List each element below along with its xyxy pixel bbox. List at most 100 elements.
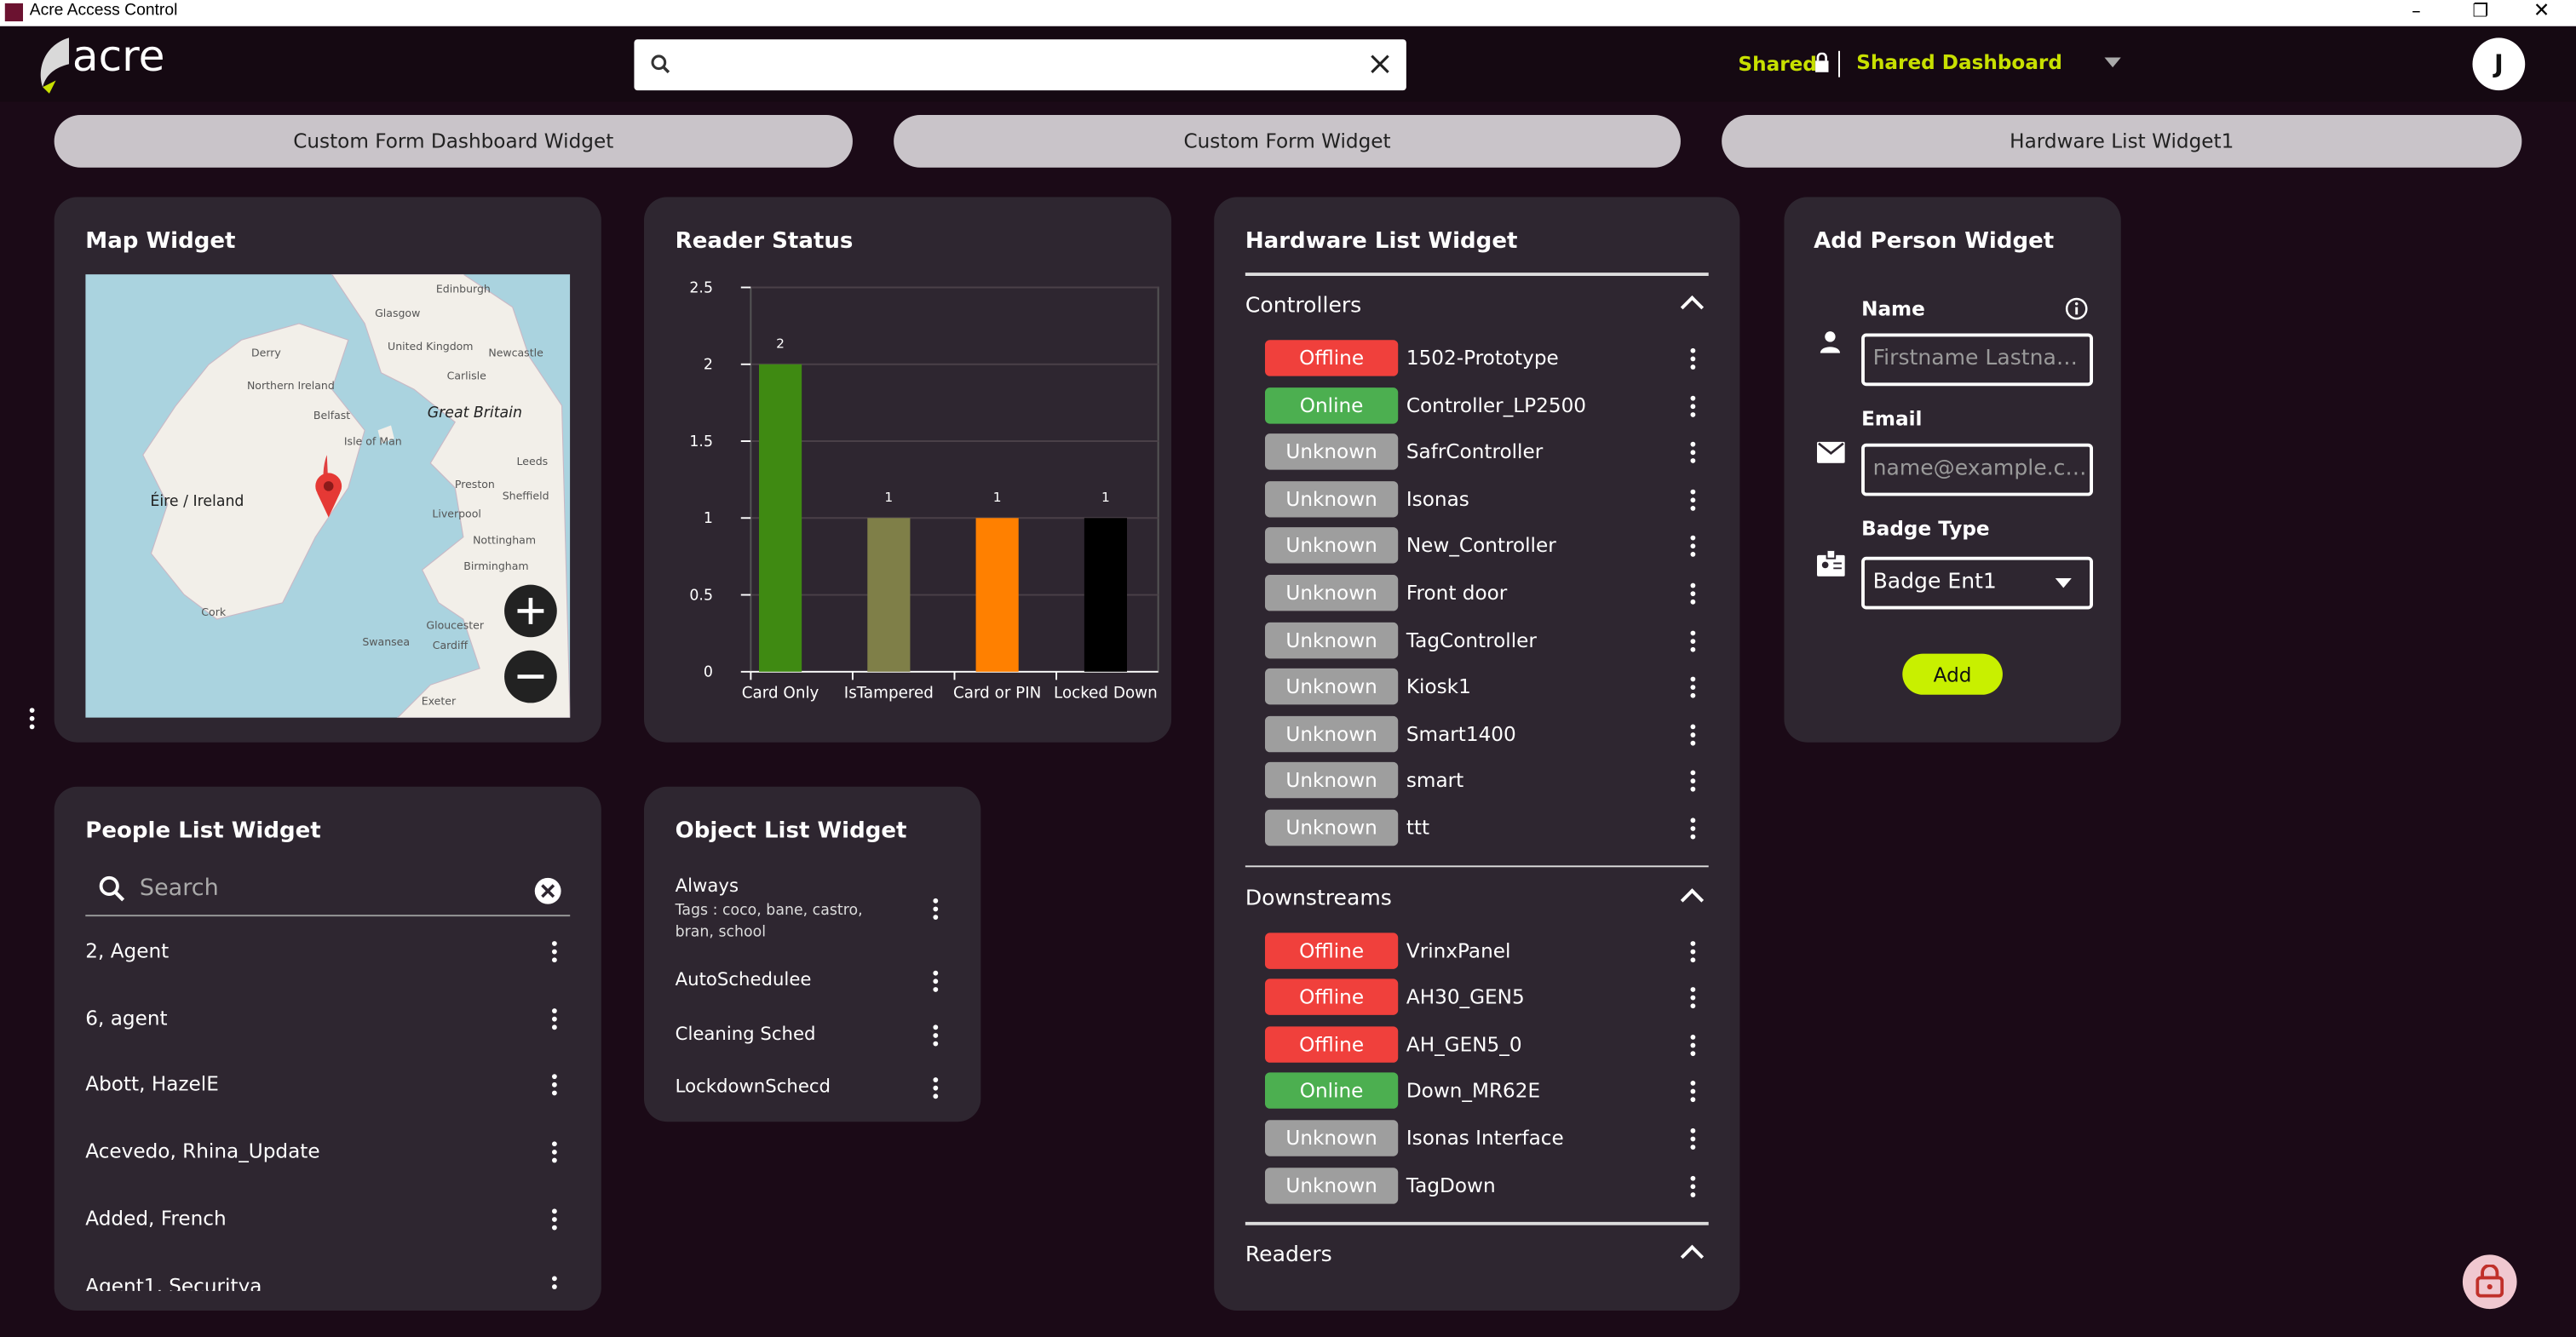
hardware-name[interactable]: Front door [1406,581,1508,605]
email-input[interactable]: name@example.com [1861,443,2093,496]
widget-title: Object List Widget [675,818,907,845]
select-caret [2055,577,2072,588]
hardware-name[interactable]: Smart1400 [1406,722,1516,746]
more-menu[interactable] [1690,940,1697,965]
object-list-widget [643,786,981,1122]
status-badge: Unknown [1264,622,1399,658]
info-icon[interactable] [2065,297,2088,320]
map-label: Edinburgh [436,282,491,295]
more-menu[interactable] [1690,1034,1697,1059]
hardware-name[interactable]: AH_GEN5_0 [1406,1032,1522,1056]
person-name[interactable]: Abott, HazelE [85,1073,219,1097]
badge-select[interactable]: Badge Ent1 [1861,556,2093,610]
map[interactable]: Edinburgh Glasgow United Kingdom Derry North… [85,274,571,718]
dashboard-select[interactable]: Shared Dashboard [1856,50,2062,74]
name-input[interactable]: Firstname Lastname [1861,333,2093,387]
hardware-name[interactable]: New_Controller [1406,534,1556,558]
more-menu[interactable] [933,970,940,996]
status-badge: Unknown [1264,527,1399,565]
more-menu[interactable] [933,898,940,923]
close[interactable]: ✕ [2533,0,2550,22]
hardware-name[interactable]: Isonas Interface [1406,1126,1564,1150]
more-menu[interactable] [551,1007,559,1033]
tab[interactable]: Custom Form Widget [894,114,1681,168]
person-name[interactable]: 2, Agent [85,939,170,963]
bar [975,518,1019,672]
status-badge: Offline [1264,932,1399,969]
more-menu[interactable] [551,1075,559,1099]
person-name[interactable]: Agent1, Securitya [85,1273,262,1291]
person-icon [1820,331,1840,353]
more-menu[interactable] [1690,676,1697,702]
more-menu[interactable] [1690,536,1697,560]
more-menu[interactable] [1690,1175,1697,1200]
object-name[interactable]: Always [675,875,739,897]
more-menu[interactable] [1690,1128,1697,1153]
add-button[interactable]: Add [1902,653,2003,695]
more-menu[interactable] [551,1208,559,1233]
person-name[interactable]: 6, agent [85,1006,168,1030]
tab[interactable]: Hardware List Widget1 [1722,114,2522,168]
hardware-name[interactable]: AH30_GEN5 [1406,985,1525,1009]
x-tick-label: Card Only [742,685,819,703]
status-badge: Offline [1264,1025,1399,1063]
hardware-name[interactable]: 1502-Prototype [1406,346,1559,370]
hardware-name[interactable]: Controller_LP2500 [1406,393,1587,417]
hardware-name[interactable]: VrinxPanel [1406,938,1511,962]
divider [1838,50,1840,77]
more-menu[interactable] [551,1141,559,1167]
more-menu[interactable] [1690,489,1697,514]
side-menu[interactable] [29,708,37,732]
object-name[interactable]: AutoSchedulee [675,968,812,990]
person-name[interactable]: Acevedo, Rhina_Update [85,1139,320,1163]
more-menu[interactable] [933,1077,940,1102]
dropdown-caret[interactable] [2104,57,2121,68]
more-menu[interactable] [1690,1081,1697,1106]
more-menu[interactable] [933,1024,940,1049]
lock-button[interactable] [2462,1254,2517,1310]
map-label: Éire / Ireland [150,491,244,510]
hardware-name[interactable]: Down_MR62E [1406,1079,1541,1103]
more-menu[interactable] [1690,582,1697,608]
group-header[interactable]: Controllers [1245,294,1362,319]
minimize[interactable]: – [2412,0,2421,22]
more-menu[interactable] [1690,771,1697,795]
more-menu[interactable] [1690,818,1697,842]
search-input[interactable]: Search [139,875,219,902]
widget-title: Map Widget [85,228,236,255]
avatar[interactable]: J [2472,37,2526,91]
hardware-name[interactable]: Isonas [1406,487,1469,511]
clear-search[interactable] [534,877,562,905]
more-menu[interactable] [1690,724,1697,749]
hardware-name[interactable]: TagController [1406,628,1537,651]
hardware-name[interactable]: Kiosk1 [1406,675,1471,699]
clear-icon[interactable] [1370,55,1389,74]
more-menu[interactable] [1690,987,1697,1012]
search-box[interactable] [634,39,1406,91]
hardware-name[interactable]: smart [1406,769,1464,793]
person-name[interactable]: Added, French [85,1207,227,1231]
object-name[interactable]: LockdownSchecd [675,1076,831,1098]
tab[interactable]: Custom Form Dashboard Widget [54,114,853,168]
map-label: Belfast [313,409,350,422]
hardware-name[interactable]: TagDown [1406,1173,1496,1197]
more-menu[interactable] [551,1275,559,1291]
hardware-name[interactable]: ttt [1406,816,1430,840]
group-header[interactable]: Readers [1245,1243,1332,1269]
mail-icon [1816,441,1845,463]
object-name[interactable]: Cleaning Sched [675,1023,816,1045]
group-header[interactable]: Downstreams [1245,886,1392,911]
more-menu[interactable] [551,941,559,966]
more-menu[interactable] [1690,629,1697,655]
more-menu[interactable] [1690,442,1697,467]
search-icon [99,875,125,902]
restore[interactable]: ❐ [2472,0,2489,22]
more-menu[interactable] [1690,347,1697,373]
status-badge: Unknown [1264,1167,1399,1203]
map-label: Sheffield [503,489,549,502]
more-menu[interactable] [1690,395,1697,420]
map-label: United Kingdom [388,340,473,353]
value-label: 2 [776,336,785,351]
hardware-name[interactable]: SafrController [1406,440,1544,464]
